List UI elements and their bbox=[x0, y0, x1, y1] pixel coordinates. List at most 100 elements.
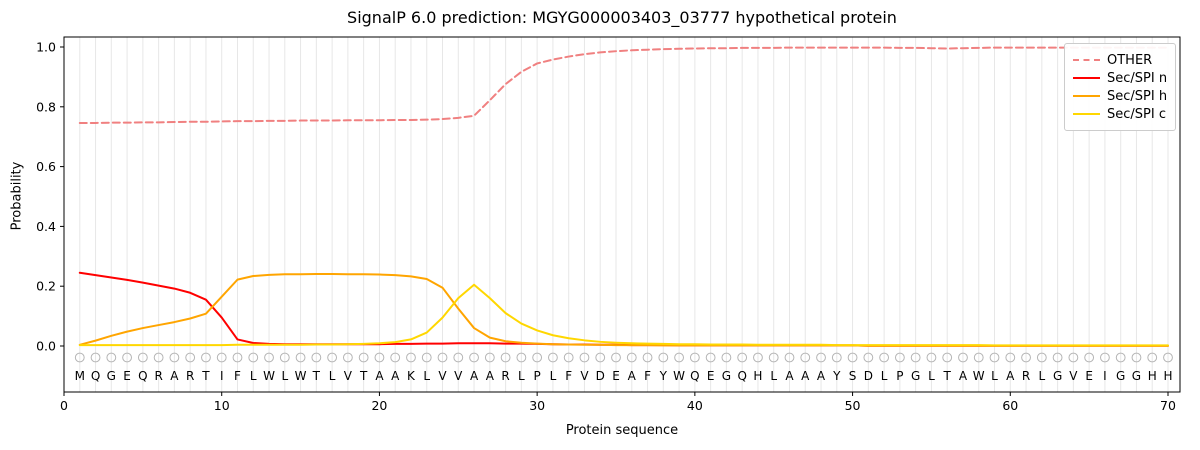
sequence-letter: V bbox=[580, 369, 589, 383]
position-marker bbox=[737, 352, 748, 363]
sequence-letter: F bbox=[565, 369, 572, 383]
sequence-letter: Q bbox=[138, 369, 147, 383]
position-marker bbox=[595, 352, 606, 363]
sequence-letter: V bbox=[1069, 369, 1078, 383]
position-marker bbox=[311, 352, 322, 363]
legend-label-sec-spi-h: Sec/SPI h bbox=[1107, 88, 1168, 104]
x-tick-label: 0 bbox=[60, 398, 68, 413]
x-tick-label: 20 bbox=[371, 398, 387, 413]
position-marker bbox=[469, 352, 479, 363]
position-marker bbox=[926, 352, 937, 363]
sequence-letter: G bbox=[107, 369, 116, 383]
position-marker bbox=[548, 352, 558, 363]
position-marker bbox=[721, 352, 732, 363]
position-marker bbox=[800, 352, 811, 363]
sequence-letter: V bbox=[454, 369, 463, 383]
sequence-letter: E bbox=[123, 369, 131, 383]
x-tick-label: 70 bbox=[1160, 398, 1176, 413]
y-tick-label: 0.6 bbox=[36, 159, 56, 174]
position-marker bbox=[816, 352, 826, 363]
position-marker bbox=[863, 352, 874, 363]
sequence-letter: A bbox=[391, 369, 400, 383]
y-tick-label: 1.0 bbox=[36, 40, 56, 55]
position-marker bbox=[879, 352, 890, 363]
sequence-letter: P bbox=[896, 369, 903, 383]
sequence-letter: R bbox=[501, 369, 509, 383]
position-marker bbox=[1005, 352, 1016, 363]
sequence-letter: H bbox=[1163, 369, 1172, 383]
sequence-letter: W bbox=[295, 369, 307, 383]
x-tick-label: 60 bbox=[1002, 398, 1018, 413]
y-tick-label: 0.8 bbox=[36, 99, 56, 114]
legend-line-sample-other bbox=[1073, 59, 1100, 61]
sequence-letter: L bbox=[991, 369, 998, 383]
sequence-letter: Y bbox=[832, 369, 841, 383]
position-marker bbox=[264, 352, 274, 363]
x-axis-label: Protein sequence bbox=[565, 423, 679, 438]
position-marker bbox=[153, 352, 164, 363]
legend-label-sec-spi-n: Sec/SPI n bbox=[1107, 70, 1168, 86]
position-marker bbox=[831, 352, 842, 363]
sequence-letter: T bbox=[201, 369, 210, 383]
legend-label-sec-spi-c: Sec/SPI c bbox=[1107, 106, 1166, 122]
y-tick-label: 0.4 bbox=[36, 219, 56, 234]
sequence-letter: T bbox=[312, 369, 321, 383]
position-marker bbox=[1163, 352, 1173, 363]
sequence-letter: I bbox=[1103, 369, 1107, 383]
position-marker bbox=[942, 352, 953, 363]
position-marker bbox=[1147, 352, 1158, 363]
position-marker bbox=[626, 352, 637, 363]
position-marker bbox=[500, 352, 511, 363]
sequence-letter: S bbox=[849, 369, 857, 383]
sequence-letter: A bbox=[785, 369, 794, 383]
sequence-letter: L bbox=[281, 369, 288, 383]
position-marker bbox=[910, 352, 921, 363]
position-marker bbox=[516, 352, 527, 363]
legend-item-sec-spi-h: Sec/SPI h bbox=[1073, 87, 1167, 105]
sequence-letter: G bbox=[1116, 369, 1125, 383]
series-line-sec-spi-h bbox=[78, 272, 1169, 347]
sequence-letter: V bbox=[438, 369, 447, 383]
position-marker bbox=[1036, 352, 1047, 363]
sequence-letter: A bbox=[801, 369, 810, 383]
y-tick-label: 0.2 bbox=[36, 279, 56, 294]
position-marker bbox=[437, 352, 448, 363]
sequence-letter: W bbox=[673, 369, 685, 383]
legend-line-sample-sec-spi-h bbox=[1073, 95, 1100, 97]
sequence-letter: A bbox=[628, 369, 637, 383]
position-marker bbox=[958, 352, 968, 363]
sequence-letter: G bbox=[1053, 369, 1062, 383]
sequence-letter: P bbox=[534, 369, 541, 383]
position-marker bbox=[1115, 352, 1126, 363]
position-marker bbox=[973, 352, 984, 363]
position-marker bbox=[1131, 352, 1142, 363]
position-marker bbox=[532, 352, 543, 363]
sequence-letter: A bbox=[486, 369, 495, 383]
position-marker bbox=[390, 352, 401, 363]
position-marker bbox=[406, 352, 416, 363]
position-marker bbox=[342, 352, 353, 363]
sequence-letter: E bbox=[612, 369, 620, 383]
position-marker bbox=[169, 352, 180, 363]
sequence-letter: V bbox=[344, 369, 353, 383]
sequence-letter: L bbox=[250, 369, 257, 383]
sequence-letter: F bbox=[644, 369, 651, 383]
position-marker bbox=[563, 352, 574, 363]
sequence-letter: Q bbox=[91, 369, 100, 383]
series-line-sec-spi-n bbox=[78, 271, 1169, 347]
position-marker bbox=[74, 352, 85, 363]
position-marker bbox=[327, 352, 338, 363]
plot-border bbox=[63, 36, 1181, 393]
sequence-letter: A bbox=[170, 369, 179, 383]
sequence-letter: Q bbox=[690, 369, 699, 383]
sequence-letter: H bbox=[753, 369, 762, 383]
legend: OTHER Sec/SPI n Sec/SPI h Sec/SPI c bbox=[1064, 43, 1176, 131]
sequence-letter: T bbox=[943, 369, 952, 383]
sequence-letter: G bbox=[911, 369, 920, 383]
sequence-letter: M bbox=[75, 369, 85, 383]
position-marker bbox=[705, 352, 716, 363]
legend-item-sec-spi-c: Sec/SPI c bbox=[1073, 105, 1167, 123]
position-marker bbox=[674, 352, 684, 363]
position-marker bbox=[1084, 352, 1095, 363]
